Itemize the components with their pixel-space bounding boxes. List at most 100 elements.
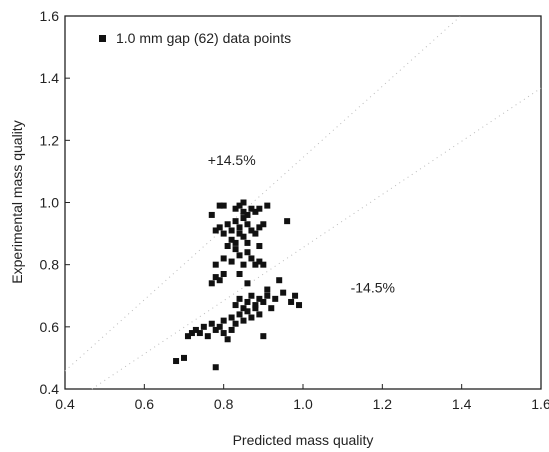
data-point <box>236 252 243 259</box>
annotation-upper-bound: +14.5% <box>208 152 256 168</box>
legend: 1.0 mm gap (62) data points <box>99 30 291 46</box>
data-point <box>248 205 255 212</box>
x-tick-label: 1.2 <box>373 396 393 412</box>
data-point <box>240 317 247 324</box>
legend-marker <box>99 35 106 42</box>
x-axis-title: Predicted mass quality <box>233 432 374 448</box>
data-point <box>224 243 231 250</box>
x-tick-label: 0.6 <box>135 396 155 412</box>
x-tick-label: 0.8 <box>214 396 234 412</box>
data-point <box>288 298 295 305</box>
data-point <box>244 298 251 305</box>
data-point <box>260 298 267 305</box>
y-tick-label: 1.6 <box>40 8 60 24</box>
annotation-lower-bound: -14.5% <box>351 280 395 296</box>
data-point <box>296 302 303 309</box>
y-tick-label: 1.0 <box>40 195 60 211</box>
y-tick-label: 1.4 <box>40 70 60 86</box>
reference-line <box>91 87 542 390</box>
data-point <box>232 218 239 225</box>
data-point <box>220 230 227 237</box>
data-point <box>220 317 227 324</box>
data-point <box>196 330 203 337</box>
data-point <box>244 249 251 256</box>
data-point <box>268 305 275 312</box>
data-point <box>260 333 267 340</box>
data-point <box>220 330 227 337</box>
data-point <box>276 277 283 284</box>
data-point <box>228 314 235 321</box>
data-point <box>204 333 211 340</box>
data-point <box>220 202 227 209</box>
data-point <box>252 305 259 312</box>
data-point <box>220 255 227 262</box>
data-point <box>256 224 263 231</box>
x-tick-label: 0.4 <box>55 396 75 412</box>
data-point <box>244 308 251 315</box>
data-point <box>264 286 271 293</box>
data-point <box>216 323 223 330</box>
data-points <box>173 199 303 371</box>
data-point <box>252 230 259 237</box>
data-point <box>212 364 219 371</box>
data-point <box>232 205 239 212</box>
reference-line <box>64 15 461 372</box>
data-point <box>228 236 235 243</box>
data-point <box>292 292 299 299</box>
data-point <box>212 326 219 333</box>
data-point <box>256 243 263 250</box>
data-point <box>248 227 255 234</box>
legend-label: 1.0 mm gap (62) data points <box>116 30 291 46</box>
data-point <box>264 292 271 299</box>
data-point <box>236 311 243 318</box>
data-point <box>188 330 195 337</box>
data-point <box>244 280 251 287</box>
axis-ticks: 0.4 0.6 0.8 1.0 1.2 1.4 1.6 0.4 0.6 0.8 1.0 1.2 1.4 1… <box>40 8 549 412</box>
data-point <box>208 211 215 218</box>
data-point <box>232 320 239 327</box>
y-tick-label: 0.8 <box>40 257 60 273</box>
data-point <box>228 258 235 265</box>
data-point <box>240 233 247 240</box>
data-point <box>173 358 180 365</box>
data-point <box>216 277 223 284</box>
data-point <box>240 305 247 312</box>
data-point <box>256 258 263 265</box>
data-point <box>236 202 243 209</box>
data-point <box>236 270 243 277</box>
data-point <box>252 302 259 309</box>
y-tick-label: 0.4 <box>40 381 60 397</box>
data-point <box>240 215 247 222</box>
y-tick-label: 0.6 <box>40 319 60 335</box>
data-point <box>248 314 255 321</box>
data-point <box>200 323 207 330</box>
data-point <box>252 261 259 268</box>
data-point <box>216 224 223 231</box>
data-point <box>212 227 219 234</box>
data-point <box>248 292 255 299</box>
data-point <box>224 221 231 228</box>
data-point <box>212 274 219 281</box>
data-point <box>192 326 199 333</box>
data-point <box>260 221 267 228</box>
x-tick-label: 1.4 <box>452 396 472 412</box>
data-point <box>240 261 247 268</box>
y-tick-label: 1.2 <box>40 132 60 148</box>
data-point <box>256 205 263 212</box>
data-point <box>272 295 279 302</box>
data-point <box>244 239 251 246</box>
data-point <box>181 354 187 361</box>
data-point <box>284 218 291 225</box>
data-point <box>264 202 271 209</box>
data-point <box>236 295 243 302</box>
data-point <box>232 239 239 246</box>
data-point <box>244 221 251 228</box>
data-point <box>280 289 287 296</box>
plot-area <box>64 15 542 390</box>
data-point <box>224 336 231 343</box>
data-point <box>232 246 239 253</box>
data-point <box>212 261 219 268</box>
reference-lines <box>64 15 542 390</box>
x-tick-label: 1.6 <box>531 396 549 412</box>
data-point <box>208 320 215 327</box>
